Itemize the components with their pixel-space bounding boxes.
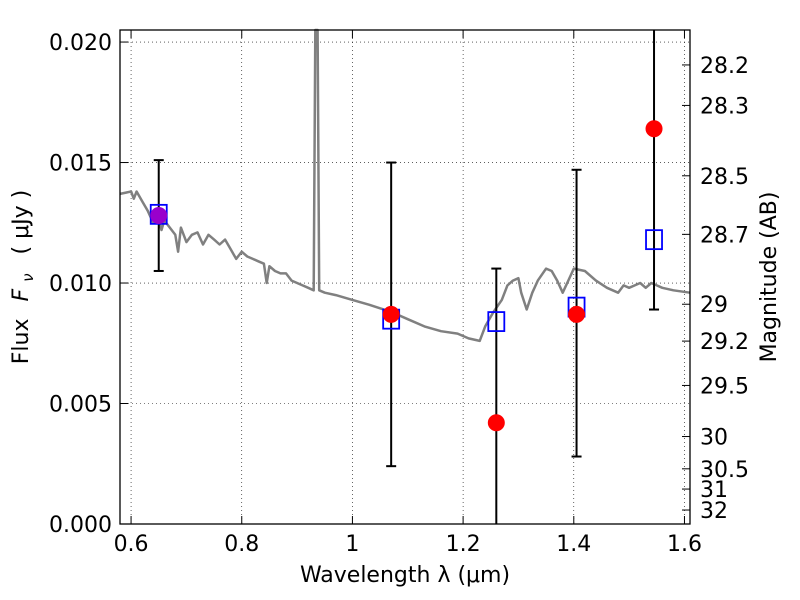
x-tick-label: 1.2	[446, 532, 481, 557]
spectrum-line	[119, 28, 691, 343]
right-tick-label: 28.3	[700, 94, 749, 119]
y-tick-label: 0.010	[49, 272, 112, 297]
y-axis-ticks: 0.000 0.005 0.010 0.015 0.020	[49, 31, 128, 538]
error-bars	[153, 30, 660, 524]
right-tick-label: 29	[700, 293, 728, 318]
x-axis-label: Wavelength λ (μm)	[300, 563, 510, 588]
observed-point	[487, 414, 505, 432]
y-axis-label-unit: ( μJy )	[9, 190, 34, 255]
x-tick-label: 0.8	[224, 532, 259, 557]
model-point	[487, 311, 506, 332]
y-tick-label: 0.020	[49, 31, 112, 56]
y-axis-label-symbol: F	[9, 288, 34, 301]
model-point	[645, 229, 663, 251]
y-axis-label: Flux F ν ( μJy )	[9, 190, 39, 364]
right-tick-label: 28.5	[700, 165, 749, 190]
observed-point	[568, 305, 586, 323]
right-tick-label: 32	[700, 499, 728, 524]
x-axis-ticks: 0.6 0.8 1 1.2 1.4 1.6	[114, 30, 702, 557]
grid	[120, 30, 690, 525]
right-axis-label: Magnitude (AB)	[757, 192, 782, 363]
observed-point	[150, 207, 168, 225]
right-tick-label: 28.2	[700, 54, 749, 79]
observed-photometry-series	[150, 120, 663, 432]
observed-point	[382, 305, 400, 323]
model-spectrum-series	[119, 28, 691, 343]
observed-point	[645, 120, 663, 138]
right-tick-label: 30	[700, 426, 728, 451]
right-tick-label: 28.7	[700, 223, 749, 248]
x-tick-label: 1	[345, 532, 359, 557]
right-tick-label: 31	[700, 478, 728, 503]
y-tick-label: 0.005	[49, 393, 112, 418]
right-tick-label: 30.5	[700, 458, 749, 483]
model-photometry-series	[149, 203, 663, 332]
y-tick-label: 0.015	[49, 152, 112, 177]
right-tick-label: 29.2	[700, 330, 749, 355]
y-axis-label-word: Flux	[9, 318, 34, 364]
right-tick-label: 29.5	[700, 374, 749, 399]
x-tick-label: 0.6	[114, 532, 149, 557]
x-tick-label: 1.4	[556, 532, 591, 557]
x-tick-label: 1.6	[667, 532, 702, 557]
y-tick-label: 0.000	[49, 513, 112, 538]
y-axis-label-subscript: ν	[19, 273, 37, 281]
plot-frame	[119, 29, 691, 525]
